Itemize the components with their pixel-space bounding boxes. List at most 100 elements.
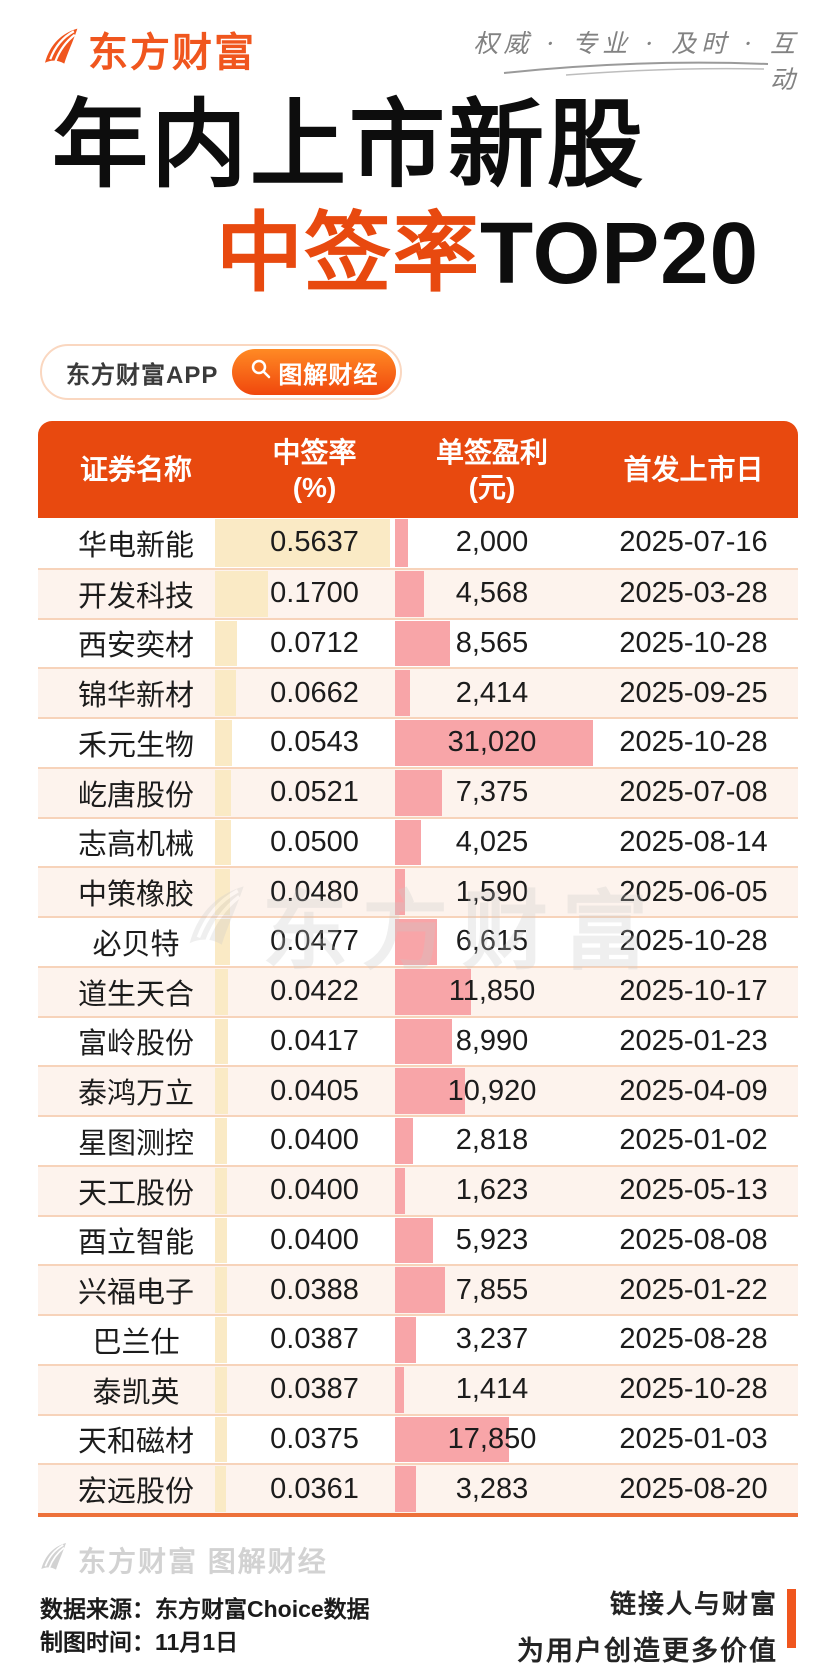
table-row: 屹唐股份 0.0521 7,375 2025-07-08: [38, 766, 798, 817]
rate-value: 0.0662: [270, 676, 359, 709]
table-row: 西安奕材 0.0712 8,565 2025-10-28: [38, 617, 798, 668]
footer-accent-bar: [787, 1589, 796, 1648]
profit-value: 4,568: [455, 577, 529, 610]
brand-slogan: 权威 · 专业 · 及时 · 互动: [473, 29, 800, 94]
profit-value: 1,623: [455, 1174, 529, 1207]
footer-slogan: 链接人与财富 为用户创造更多价值: [517, 1584, 778, 1667]
rate-bar: [215, 869, 230, 915]
rate-bar: [215, 769, 232, 816]
rate-value: 0.0375: [270, 1422, 359, 1455]
data-source-line: 数据来源：东方财富Choice数据: [40, 1596, 370, 1622]
col-header-date: 首发上市日: [623, 454, 764, 485]
rate-bar: [215, 819, 231, 866]
rate-bar: [215, 1167, 228, 1214]
stock-name: 星图测控: [77, 1127, 194, 1160]
table-row: 兴福电子 0.0388 7,855 2025-01-22: [38, 1264, 798, 1314]
profit-bar: [395, 1466, 416, 1512]
list-date: 2025-08-20: [619, 1472, 768, 1505]
profit-bar: [395, 869, 406, 915]
profit-value: 10,920: [447, 1074, 537, 1107]
stock-name: 禾元生物: [77, 729, 194, 762]
profit-bar: [395, 1366, 404, 1413]
stock-name: 泰凯英: [92, 1376, 180, 1409]
rate-bar: [215, 570, 268, 617]
rate-value: 0.5637: [270, 526, 359, 559]
rate-value: 0.1700: [270, 577, 359, 610]
topic-tag-button[interactable]: 图解财经: [232, 349, 397, 395]
rate-bar: [215, 1366, 227, 1413]
profit-bar: [395, 819, 421, 866]
table-row: 华电新能 0.5637 2,000 2025-07-16: [38, 518, 798, 568]
profit-bar: [395, 1167, 406, 1214]
profit-bar: [395, 1416, 509, 1463]
list-date: 2025-04-09: [619, 1074, 768, 1107]
list-date: 2025-10-28: [619, 726, 768, 759]
profit-bar: [395, 570, 425, 617]
page-title-line1: 年内上市新股: [52, 92, 646, 199]
brand-name: 东方财富: [88, 31, 256, 75]
chart-time-line: 制图时间：11月1日: [40, 1629, 239, 1655]
eastmoney-logo: 东方财富: [38, 20, 256, 78]
app-badge-label: 东方财富APP: [66, 361, 219, 389]
rate-value: 0.0400: [270, 1223, 359, 1256]
list-date: 2025-03-28: [619, 577, 768, 610]
footer-slogan-line2: 为用户创造更多价值: [517, 1636, 778, 1666]
profit-bar: [395, 519, 408, 567]
rate-value: 0.0417: [270, 1024, 359, 1057]
col-header-name: 证券名称: [79, 454, 192, 485]
rate-bar: [215, 519, 390, 567]
list-date: 2025-08-28: [619, 1323, 768, 1356]
stock-name: 富岭股份: [77, 1028, 194, 1061]
stock-name: 西安奕材: [77, 630, 194, 663]
list-date: 2025-07-08: [619, 776, 768, 809]
rate-bar: [215, 1267, 227, 1313]
rate-value: 0.0388: [270, 1273, 359, 1306]
table-row: 天和磁材 0.0375 17,850 2025-01-03: [38, 1413, 798, 1464]
profit-value: 17,850: [447, 1422, 537, 1455]
table-body: 华电新能 0.5637 2,000 2025-07-16 开发科技 0.1700 4,568…: [38, 518, 798, 1513]
stock-name: 屹唐股份: [77, 779, 194, 812]
stock-name: 泰鸿万立: [77, 1078, 194, 1111]
profit-value: 7,375: [455, 776, 529, 809]
rate-bar: [215, 1466, 227, 1512]
stock-name: 天和磁材: [77, 1426, 194, 1459]
profit-value: 1,590: [455, 875, 529, 908]
table-row: 锦华新材 0.0662 2,414 2025-09-25: [38, 667, 798, 717]
table-row: 富岭股份 0.0417 8,990 2025-01-23: [38, 1015, 798, 1066]
table-row: 禾元生物 0.0543 31,020 2025-10-28: [38, 717, 798, 767]
table-row: 泰鸿万立 0.0405 10,920 2025-04-09: [38, 1065, 798, 1115]
footer-logo-icon: [36, 1541, 68, 1580]
top20-table: 证券名称 中签率 (%) 单签盈利 (元) 首发上市日 华电新能 0.5637 2,00…: [38, 421, 798, 1517]
rate-value: 0.0477: [270, 925, 359, 958]
stock-name: 开发科技: [77, 580, 194, 613]
profit-bar: [395, 1217, 433, 1264]
stock-name: 巴兰仕: [92, 1326, 180, 1359]
profit-value: 2,818: [455, 1124, 529, 1157]
app-badge[interactable]: 东方财富APP 图解财经: [40, 344, 403, 400]
stock-name: 宏远股份: [77, 1476, 194, 1509]
list-date: 2025-09-25: [619, 676, 768, 709]
stock-name: 中策橡胶: [77, 879, 194, 912]
stock-name: 华电新能: [77, 529, 194, 562]
search-icon: [250, 358, 272, 387]
table-row: 酉立智能 0.0400 5,923 2025-08-08: [38, 1214, 798, 1265]
profit-bar: [395, 769, 443, 816]
table-row: 道生天合 0.0422 11,850 2025-10-17: [38, 965, 798, 1016]
profit-value: 31,020: [447, 726, 537, 759]
rate-value: 0.0387: [270, 1373, 359, 1406]
rate-bar: [215, 1018, 228, 1065]
rate-bar: [215, 919, 230, 965]
list-date: 2025-10-17: [619, 975, 768, 1008]
stock-name: 道生天合: [77, 978, 194, 1011]
table-row: 巴兰仕 0.0387 3,237 2025-08-28: [38, 1314, 798, 1364]
profit-value: 8,565: [455, 626, 529, 659]
profit-value: 7,855: [455, 1273, 529, 1306]
profit-bar: [395, 1118, 413, 1164]
table-row: 宏远股份 0.0361 3,283 2025-08-20: [38, 1463, 798, 1513]
rate-bar: [215, 670, 236, 716]
list-date: 2025-10-28: [619, 626, 768, 659]
rate-value: 0.0422: [270, 975, 359, 1008]
table-row: 泰凯英 0.0387 1,414 2025-10-28: [38, 1363, 798, 1414]
rate-bar: [215, 1118, 228, 1164]
profit-value: 5,923: [455, 1223, 529, 1256]
